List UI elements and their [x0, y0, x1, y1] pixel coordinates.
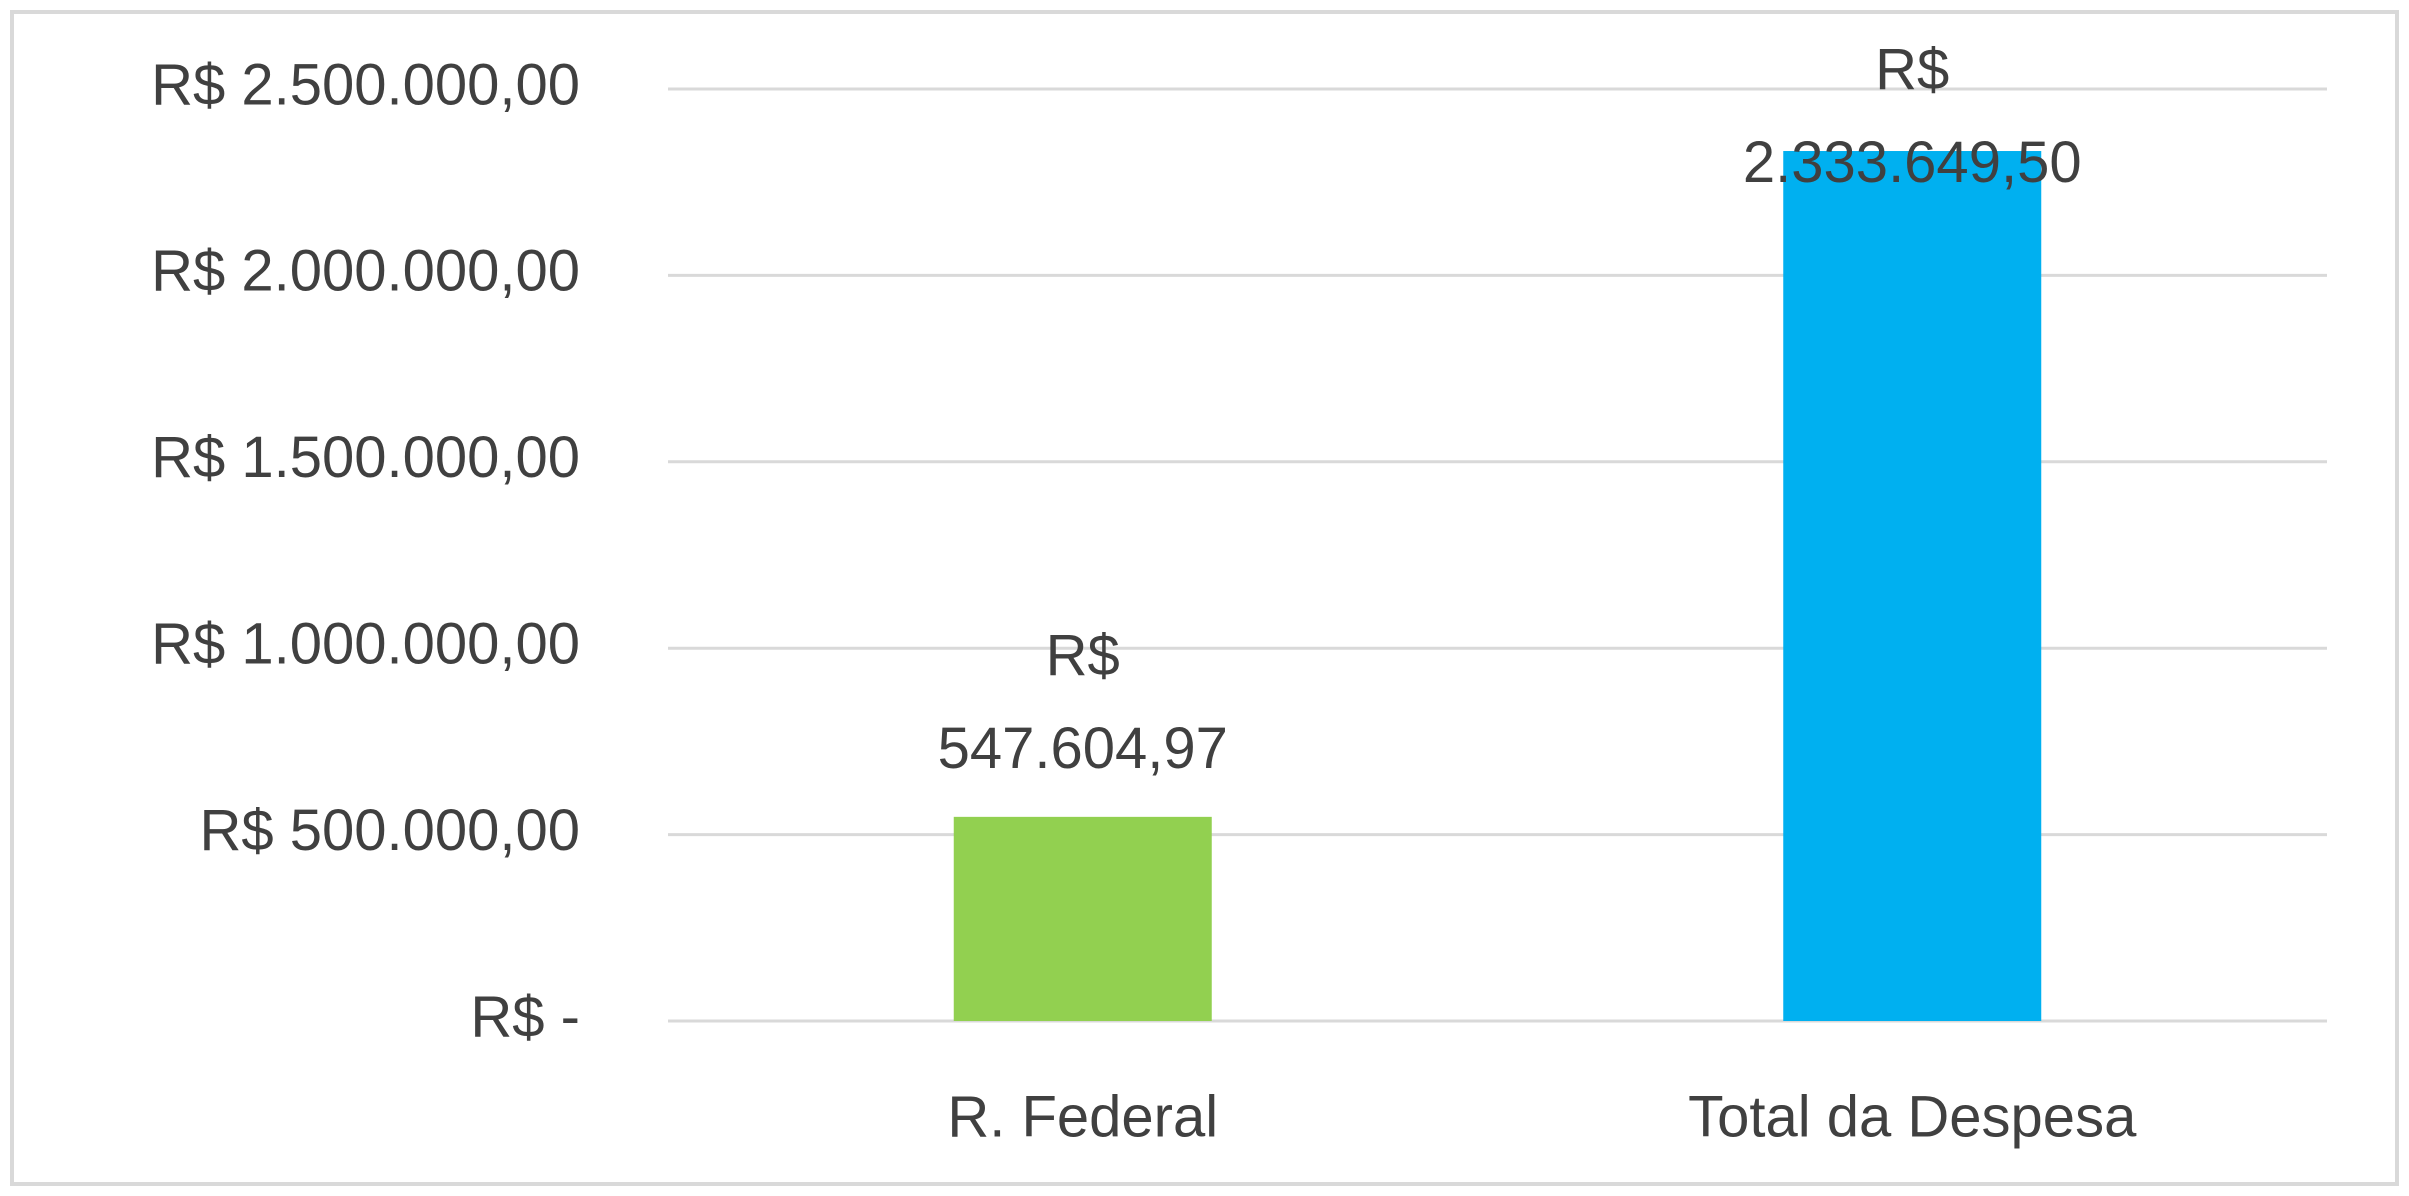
- bar: [1783, 151, 2042, 1021]
- data-label: R$ 547.604,97: [938, 623, 1228, 781]
- x-tick-label: Total da Despesa: [1688, 1084, 2137, 1149]
- y-tick-label: R$ 500.000,00: [199, 798, 580, 863]
- y-tick-label: R$ 1.500.000,00: [151, 425, 580, 490]
- data-label: R$ 2.333.649,50: [1743, 37, 2082, 195]
- y-tick-label: R$ 2.500.000,00: [151, 52, 580, 117]
- y-tick-label: R$ 2.000.000,00: [151, 239, 580, 304]
- x-tick-label: R. Federal: [947, 1084, 1218, 1149]
- y-tick-label: R$ 1.000.000,00: [151, 612, 580, 677]
- bar: [953, 816, 1212, 1021]
- y-tick-label: R$ -: [470, 984, 580, 1049]
